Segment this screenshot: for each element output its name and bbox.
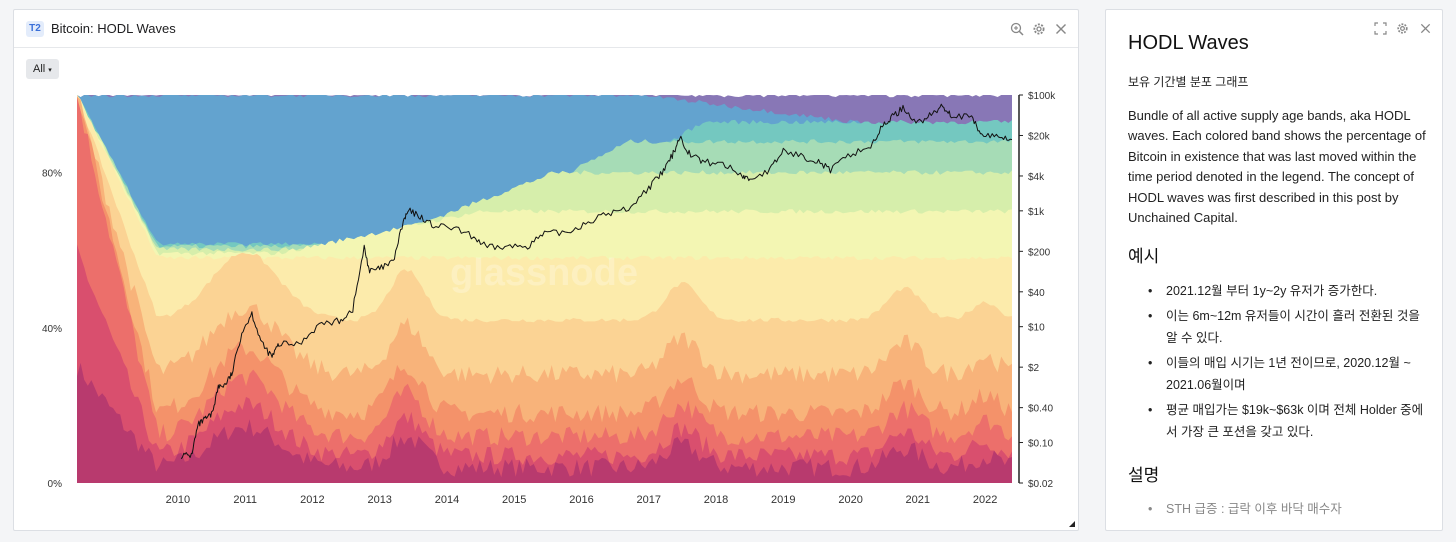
- x-tick-label: 2012: [300, 494, 324, 506]
- y-right-tick-label: $0.40: [1028, 404, 1053, 415]
- x-tick-label: 2010: [166, 494, 190, 506]
- close-icon[interactable]: [1054, 22, 1068, 36]
- x-tick-label: 2021: [906, 494, 930, 506]
- gear-icon[interactable]: [1032, 22, 1046, 36]
- y-right-tick-label: $2: [1028, 363, 1040, 374]
- price-series: [180, 103, 1012, 460]
- list-item: STH 급증 : 급락 이후 바닥 매수자: [1148, 498, 1428, 520]
- x-tick-label: 2022: [973, 494, 997, 506]
- x-tick-label: 2014: [435, 494, 459, 506]
- text-panel: HODL Waves 보유 기간별 분포 그래프 Bundle of all a…: [1105, 9, 1443, 531]
- range-select[interactable]: All ▾: [26, 59, 59, 79]
- close-icon[interactable]: [1419, 22, 1432, 35]
- chevron-down-icon: ▾: [48, 67, 52, 74]
- range-select-value: All: [33, 63, 46, 75]
- metric-description: Bundle of all active supply age bands, a…: [1128, 108, 1426, 226]
- text-panel-subtitle: 보유 기간별 분포 그래프: [1128, 75, 1249, 89]
- x-tick-label: 2019: [771, 494, 795, 506]
- resize-handle[interactable]: [1069, 521, 1075, 527]
- example-heading: 예시: [1128, 247, 1160, 266]
- x-tick-label: 2013: [367, 494, 391, 506]
- x-tick-label: 2015: [502, 494, 526, 506]
- y-right-tick-label: $10: [1028, 323, 1045, 334]
- panel-header: T2 Bitcoin: HODL Waves: [14, 10, 1078, 48]
- age-bands: [77, 95, 1012, 483]
- explain-heading: 설명: [1128, 466, 1160, 485]
- chart-title: Bitcoin: HODL Waves: [51, 21, 176, 36]
- x-tick-label: 2018: [704, 494, 728, 506]
- x-axis: 2010 2011 2012 2013 2014 2015 2016 2017 2018 2019…: [166, 494, 998, 506]
- x-tick-label: 2016: [569, 494, 593, 506]
- x-tick-label: 2020: [838, 494, 862, 506]
- example-list: 2021.12월 부터 1y~2y 유저가 증가한다. 이는 6m~12m 유저…: [1148, 280, 1428, 446]
- list-item: 평균 매입가는 $19k~$63k 이며 전체 Holder 중에서 가장 큰 …: [1148, 399, 1428, 443]
- chart-panel: T2 Bitcoin: HODL Waves All ▾ glassnode 0…: [13, 9, 1079, 531]
- y-right-tick-label: $0.10: [1028, 439, 1053, 450]
- hodl-waves-chart: glassnode 0%40%80% $0.02$0.10$0.40$2$10$…: [42, 91, 1056, 506]
- x-tick-label: 2011: [233, 494, 257, 506]
- age-band-1: [77, 244, 1012, 483]
- age-band-0: [77, 362, 1012, 483]
- expand-icon[interactable]: [1374, 22, 1387, 35]
- list-item: 2021.12월 부터 1y~2y 유저가 증가한다.: [1148, 280, 1428, 302]
- tier-badge: T2: [26, 21, 44, 37]
- x-tick-label: 2017: [637, 494, 661, 506]
- y-right-tick-label: $40: [1028, 288, 1045, 299]
- watermark: glassnode: [450, 252, 638, 294]
- y-right-tick-label: $4k: [1028, 172, 1045, 183]
- text-panel-title: HODL Waves: [1128, 32, 1249, 54]
- zoom-in-icon[interactable]: [1010, 22, 1024, 36]
- list-item: 이들의 매입 시기는 1년 전이므로, 2020.12월 ~ 2021.06월이…: [1148, 352, 1428, 396]
- btc-price-line: [180, 103, 1012, 460]
- y-axis-right: $0.02 $0.10 $0.40 $2 $10 $40 $200 $1k $4k $20k $10…: [1019, 91, 1056, 490]
- gear-icon[interactable]: [1396, 22, 1409, 35]
- list-item: 이는 6m~12m 유저들이 시간이 흘러 전환된 것을 알 수 있다.: [1148, 305, 1428, 349]
- y-left-tick-label: 0%: [48, 479, 63, 490]
- age-band-4: [77, 96, 1012, 483]
- y-right-tick-label: $200: [1028, 247, 1051, 258]
- y-left-tick-label: 80%: [42, 169, 62, 180]
- explain-list: STH 급증 : 급락 이후 바닥 매수자: [1148, 498, 1428, 523]
- y-right-tick-label: $100k: [1028, 91, 1056, 102]
- y-right-tick-label: $0.02: [1028, 479, 1053, 490]
- y-right-tick-label: $1k: [1028, 207, 1045, 218]
- y-axis-left: 0% 40% 80%: [42, 169, 62, 490]
- y-left-tick-label: 40%: [42, 324, 62, 335]
- y-right-tick-label: $20k: [1028, 132, 1051, 143]
